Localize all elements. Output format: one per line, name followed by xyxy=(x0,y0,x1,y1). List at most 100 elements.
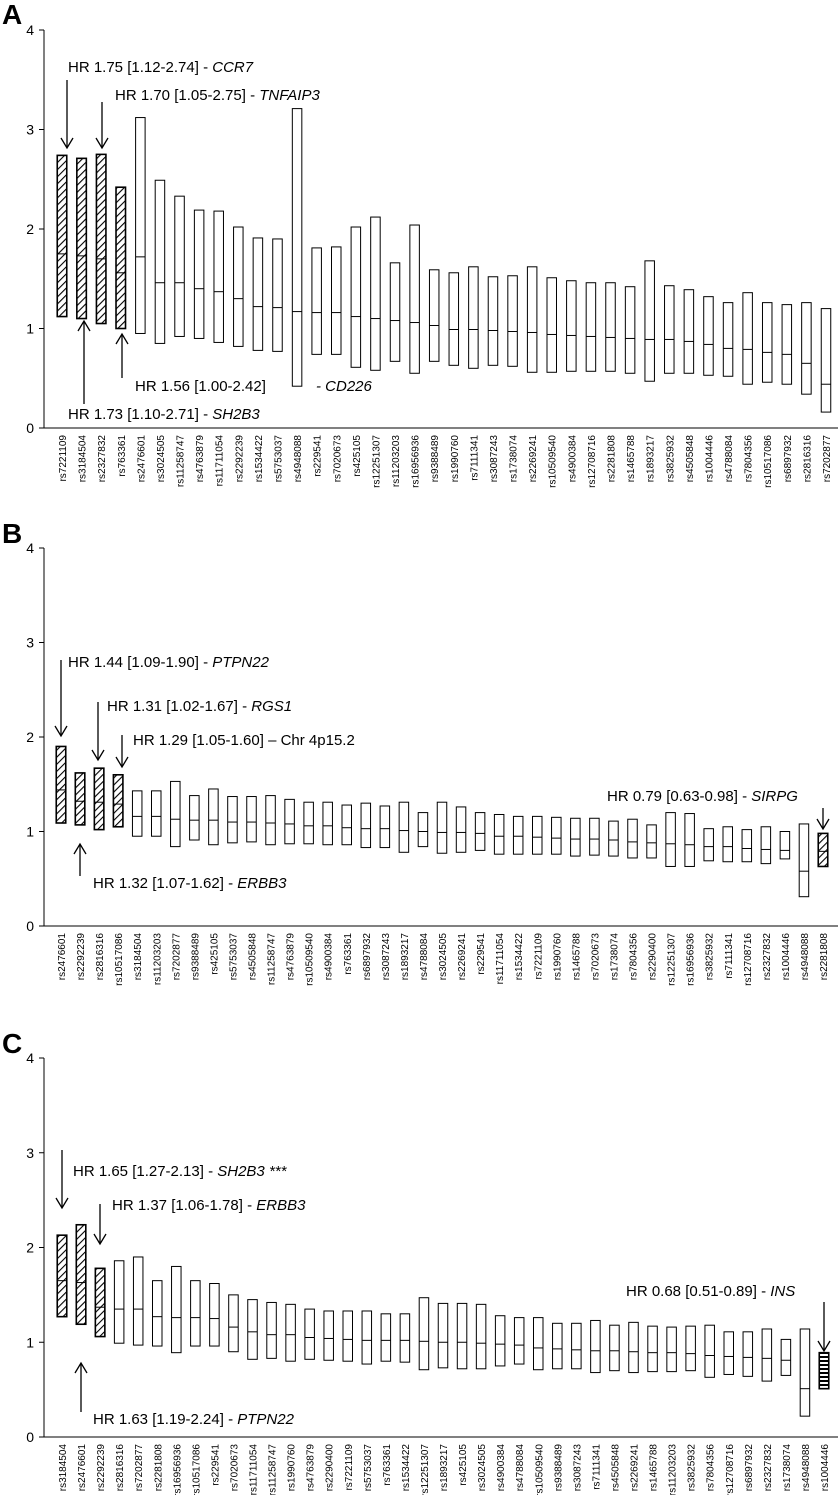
panel-a-xtick-label: rs2281808 xyxy=(607,435,618,483)
panel-a-ytick-label: 0 xyxy=(26,420,34,436)
panel-c-ci-box-rs3825932 xyxy=(685,1325,696,1372)
panel-c-ci-box-rs1738074 xyxy=(780,1338,792,1376)
panel-b-ci-box-rs7020673 xyxy=(589,817,600,856)
panel-c: C 0 1 2 3 4 rs3184504 rs2476601 rs2292239 rs2816… xyxy=(2,1028,838,1495)
panel-c-ci-box-rs7221109 xyxy=(342,1310,353,1362)
panel-a-annotations: HR 1.75 [1.12-2.74] - CCR7 HR 1.70 [1.05… xyxy=(60,59,373,423)
panel-c-letter: C xyxy=(2,1028,22,1059)
panel-c-xtick-label: rs12708716 xyxy=(725,1444,736,1495)
panel-b-xtick-label: rs1990760 xyxy=(552,933,563,981)
panel-a-xtick-label: rs7221109 xyxy=(58,435,69,482)
panel-a-xtick-label: rs1465788 xyxy=(626,435,637,483)
panel-c-xtick-label: rs12251307 xyxy=(420,1444,431,1495)
panel-c-xtick-label: rs4900384 xyxy=(496,1444,507,1492)
panel-c-xtick-label: rs3184504 xyxy=(58,1444,69,1492)
panel-b-xtick-label: rs7020673 xyxy=(590,933,601,981)
panel-a-arrowhead-ccr7 xyxy=(60,137,74,150)
panel-c-xtick-label: rs4948088 xyxy=(801,1444,812,1492)
panel-c-ci-box-rs3024505 xyxy=(475,1303,487,1370)
panel-a-annotation-cd226-hr: HR 1.56 [1.00-2.42] xyxy=(135,378,266,395)
panel-b-ci-box-rs1893217 xyxy=(398,801,410,853)
panel-c-ci-box-rs4900384 xyxy=(494,1315,506,1367)
panel-a-annotation-ccr7: HR 1.75 [1.12-2.74] - CCR7 xyxy=(68,59,254,76)
panel-c-xtick-label: rs7804356 xyxy=(706,1444,717,1492)
panel-a-ci-box-rs5753037 xyxy=(272,238,283,352)
panel-a-xtick-label: rs1738074 xyxy=(509,435,520,483)
panel-a-xtick-label: rs11711054 xyxy=(215,435,226,487)
panel-b-xtick-label: rs10517086 xyxy=(114,933,125,986)
panel-c-xtick-label: rs4505848 xyxy=(610,1444,621,1492)
panel-a-ci-box-rs4948088 xyxy=(291,108,303,387)
panel-b-ci-box-rs3024505 xyxy=(436,801,448,854)
panel-a-ci-box-rs2816316 xyxy=(801,302,812,395)
panel-c-ytick-label: 4 xyxy=(26,1050,34,1066)
panel-b-ci-box-rs2816316 xyxy=(93,767,105,831)
panel-a-xtick-label: rs7804356 xyxy=(744,435,755,483)
panel-a-ci-box-rs1534422 xyxy=(252,237,264,351)
panel-c-xtick-label: rs10509540 xyxy=(534,1444,545,1495)
panel-a-xtick-label: rs763361 xyxy=(117,435,128,477)
panel-a-xtick-label: rs5753037 xyxy=(273,435,284,483)
panel-b-ci-box-rs4505848 xyxy=(246,796,257,843)
panel-c-ci-box-rs2292239 xyxy=(94,1267,106,1338)
panel-b-xtick-label: rs11258747 xyxy=(267,933,278,986)
panel-a-ci-box-rs3024505 xyxy=(154,179,166,344)
panel-b-arrowhead-ptpn22 xyxy=(54,725,68,738)
panel-a-xtick-label: rs4948088 xyxy=(293,435,304,483)
panel-b-ci-box-rs7111341 xyxy=(722,826,733,863)
panel-b-xtick-label: rs7111341 xyxy=(724,933,735,979)
panel-c-ci-box-rs11203203 xyxy=(666,1326,677,1373)
panel-b-xtick-label: rs4788084 xyxy=(419,933,430,981)
panel-b-ci-box-rs9388489 xyxy=(189,795,200,841)
panel-c-arrowhead-ptpn22 xyxy=(74,1361,88,1374)
panel-a-xtick-label: rs4763879 xyxy=(195,435,206,483)
panel-c-xtick-label: rs2292239 xyxy=(96,1444,107,1492)
panel-c-ci-box-rs5753037 xyxy=(361,1310,373,1365)
panel-c-annotation-ptpn22: HR 1.63 [1.19-2.24] - PTPN22 xyxy=(93,1411,295,1428)
panel-b-xtick-label: rs4948088 xyxy=(800,933,811,981)
panel-b-xtick-label: rs2281808 xyxy=(819,933,830,981)
panel-c-ci-box-rs763361 xyxy=(380,1313,392,1362)
panel-b-xtick-label: rs7202877 xyxy=(171,933,182,981)
panel-b-xtick-label: rs3024505 xyxy=(438,933,449,981)
panel-b-ci-box-rs4900384 xyxy=(322,801,333,846)
panel-a-ci-box-rs4505848 xyxy=(683,289,695,374)
panel-a-annotation-tnfaip3: HR 1.70 [1.05-2.75] - TNFAIP3 xyxy=(115,87,320,104)
panel-b-xtick-label: rs7804356 xyxy=(629,933,640,981)
panel-a-ci-box-rs2476601 xyxy=(135,117,146,334)
panel-c-xtick-label: rs11203203 xyxy=(668,1444,679,1495)
panel-c-ci-box-rs2281808 xyxy=(152,1280,163,1347)
panel-c-ci-box-rs1004446 xyxy=(818,1351,830,1390)
panel-b-ci-box-rs12708716 xyxy=(741,829,753,863)
panel-a-ci-box-rs7020673 xyxy=(331,246,342,355)
panel-c-xtick-label: rs1004446 xyxy=(820,1444,831,1492)
panel-c-xtick-label: rs6897932 xyxy=(744,1444,755,1492)
panel-c-xtick-label: rs7111341 xyxy=(591,1444,602,1490)
panel-a-ci-box-rs16956936 xyxy=(409,224,420,374)
panel-a-arrowhead-sh2b3 xyxy=(77,319,91,332)
panel-c-xtick-label: rs11711054 xyxy=(249,1444,260,1495)
panel-b-xtick-label: rs12251307 xyxy=(667,933,678,986)
panel-b-xtick-label: rs2292239 xyxy=(76,933,87,981)
panel-a-ci-box-rs4763879 xyxy=(193,209,205,339)
panel-c-ci-box-rs1893217 xyxy=(437,1302,449,1369)
panel-c-xtick-label: rs16956936 xyxy=(172,1444,183,1495)
panel-b-ci-box-rs7804356 xyxy=(627,818,638,859)
panel-c-xtick-label: rs2476601 xyxy=(77,1444,88,1492)
panel-a-xtick-label: rs10517086 xyxy=(763,435,774,488)
panel-b-ci-box-rs11203203 xyxy=(151,790,162,837)
panel-c-ci-box-rs4788084 xyxy=(513,1317,525,1365)
panel-b-xtick-label: rs1465788 xyxy=(571,933,582,981)
panel-c-ci-box-rs1465788 xyxy=(647,1325,658,1373)
panel-a-xtick-label: rs4900384 xyxy=(567,435,578,483)
panel-b-ytick-label: 3 xyxy=(26,635,34,651)
panel-b-xtick-label: rs10509540 xyxy=(305,933,316,986)
panel-a-xtick-label: rs3024505 xyxy=(156,435,167,483)
panel-a-ci-box-rs1465788 xyxy=(624,286,636,374)
panel-a-xtick-label: rs9388489 xyxy=(430,435,441,483)
panel-a-xtick-label: rs7020673 xyxy=(332,435,343,483)
panel-b-xtick-label: rs763361 xyxy=(343,933,354,975)
panel-c-ci-box-rs11711054 xyxy=(247,1299,258,1360)
panel-b-xtick-label: rs2290400 xyxy=(648,933,659,981)
panel-b-annotation-erbb3: HR 1.32 [1.07-1.62] - ERBB3 xyxy=(93,875,287,892)
